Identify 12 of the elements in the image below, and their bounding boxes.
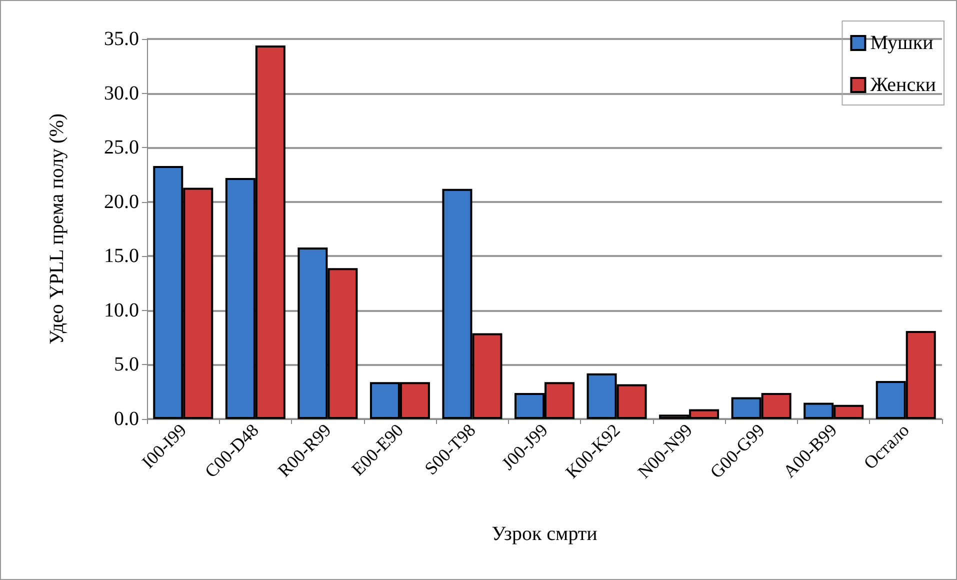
legend-label: Мушки xyxy=(870,32,934,54)
y-tick-label: 10.0 xyxy=(104,299,139,322)
x-axis-title: Узрок смрти xyxy=(492,523,598,545)
y-tick-label: 20.0 xyxy=(104,190,139,213)
y-tick-label: 15.0 xyxy=(104,245,139,268)
y-tick-label: 35.0 xyxy=(104,28,139,50)
y-tick-label: 5.0 xyxy=(114,354,139,376)
y-axis-title: Удео YPLL према полу (%) xyxy=(46,113,68,345)
y-tick-label: 25.0 xyxy=(104,136,139,159)
y-tick-label: 0.0 xyxy=(114,408,139,430)
legend-label: Женски xyxy=(870,74,936,96)
y-tick-label: 30.0 xyxy=(104,82,139,104)
